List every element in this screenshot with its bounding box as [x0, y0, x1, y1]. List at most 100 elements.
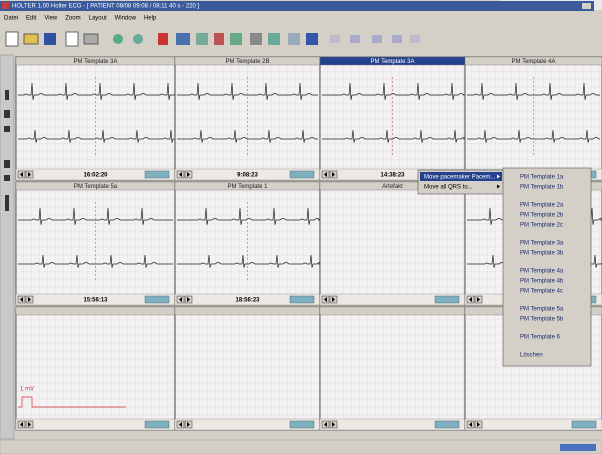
submenu-item[interactable]: PM Template 1a [520, 175, 564, 181]
tool-icon[interactable] [306, 33, 318, 45]
panel-bg [319, 181, 466, 306]
ecg-panel[interactable]: PM Template 5a 15:56:13 [15, 181, 176, 306]
panel-action[interactable] [571, 420, 597, 429]
ecg-trace [177, 129, 318, 143]
tool-icon[interactable] [330, 35, 340, 43]
tool-icon[interactable] [288, 33, 300, 45]
panel-action[interactable] [289, 420, 315, 429]
ecg-panel[interactable]: PM Template 2B 9:08:23 [174, 56, 321, 181]
panel-title: PM Template 3A [74, 59, 118, 65]
submenu-item[interactable]: Löschen [520, 353, 543, 359]
status-bar [0, 439, 602, 454]
submenu-item[interactable]: PM Template 4a [520, 269, 564, 275]
submenu-item[interactable]: PM Template 5a [520, 307, 564, 313]
menu-item[interactable]: Edit [26, 16, 37, 22]
preview-icon[interactable] [65, 31, 79, 47]
menu-item[interactable]: Datei [4, 16, 18, 22]
panel-action[interactable] [144, 295, 170, 304]
nav-arrow [324, 297, 327, 302]
save-icon[interactable] [44, 33, 56, 45]
menu-item[interactable]: Window [115, 16, 137, 22]
nav-arrow [332, 297, 335, 302]
panel-bg [174, 306, 321, 431]
ecg-panel[interactable]: Artefakt [319, 181, 466, 306]
ecg-panel[interactable] [174, 306, 321, 431]
panel-header [174, 306, 321, 316]
tool-icon[interactable] [372, 35, 382, 43]
submenu-item[interactable]: PM Template 2a [520, 203, 564, 209]
ecg-panel[interactable]: 1 mV [15, 306, 176, 431]
submenu-item[interactable]: PM Template 2b [520, 213, 564, 219]
close-button[interactable] [582, 3, 591, 9]
menu-highlight [420, 172, 502, 181]
side-tool[interactable] [4, 175, 10, 181]
panel-action[interactable] [434, 420, 460, 429]
panel-title: PM Template 3A [371, 59, 415, 65]
open-icon[interactable] [23, 33, 39, 45]
context-item[interactable]: Move all QRS to... [424, 185, 473, 191]
panel-action[interactable] [434, 295, 460, 304]
submenu-item[interactable]: PM Template 1b [520, 185, 564, 191]
menu-item[interactable]: View [44, 16, 58, 22]
nav-arrow [28, 297, 31, 302]
ecg-panel[interactable] [319, 306, 466, 431]
tool-icon[interactable] [214, 33, 224, 45]
app-icon [2, 2, 9, 9]
ecg-panel[interactable]: PM Template 4A [464, 56, 602, 181]
tool-icon[interactable] [176, 33, 190, 45]
tool-icon[interactable] [133, 34, 143, 44]
panel-bg [15, 306, 176, 431]
toolbar [0, 26, 602, 52]
context-item[interactable]: Move pacemaker Pacem... [424, 175, 496, 181]
tool-icon[interactable] [350, 35, 360, 43]
submenu-item[interactable]: PM Template 3b [520, 251, 564, 257]
submenu [502, 167, 592, 367]
side-tool[interactable] [4, 110, 10, 118]
panel-action[interactable] [289, 170, 315, 179]
tool-icon[interactable] [250, 33, 262, 45]
submenu-item[interactable]: PM Template 2c [520, 223, 563, 229]
panel-time: 14:38:23 [380, 173, 405, 179]
menu-item[interactable]: Help [144, 16, 157, 22]
panel-action[interactable] [289, 295, 315, 304]
submenu-item[interactable]: PM Template 4c [520, 289, 563, 295]
new-icon[interactable] [5, 31, 19, 47]
title-text: HOLTER 1.00 Holter ECG - [ PATIENT 08/08… [12, 4, 200, 10]
submenu-item[interactable]: PM Template 5b [520, 317, 564, 323]
ecg-trace [18, 207, 173, 225]
panel-action[interactable] [144, 420, 170, 429]
nav-arrow [324, 172, 327, 177]
panel-title: PM Template 1 [228, 184, 269, 190]
ecg-trace [177, 254, 324, 268]
menu-item[interactable]: Zoom [65, 16, 80, 22]
ecg-trace [467, 82, 600, 100]
side-tool[interactable] [5, 195, 9, 211]
tool-icon[interactable] [113, 34, 123, 44]
submenu-item[interactable]: PM Template 4b [520, 279, 564, 285]
submenu-item[interactable]: PM Template 6 [520, 335, 561, 341]
nav-arrow [469, 297, 472, 302]
side-tool[interactable] [4, 126, 10, 132]
print-icon[interactable] [83, 33, 99, 45]
tool-icon[interactable] [392, 35, 402, 43]
ecg-panel[interactable]: PM Template 1 18:56:23 [174, 181, 324, 306]
tool-icon[interactable] [268, 33, 280, 45]
ecg-panel[interactable]: PM Template 3A 14:38:23 [319, 56, 468, 181]
ecg-trace [177, 82, 318, 100]
ecg-trace [467, 129, 600, 143]
ecg-panel[interactable]: PM Template 3A 16:02:20 [15, 56, 184, 181]
tool-icon[interactable] [158, 33, 168, 45]
menu-bg [0, 12, 602, 24]
side-tool[interactable] [5, 90, 9, 100]
panel-action[interactable] [144, 170, 170, 179]
submenu-arrow [497, 174, 500, 179]
tool-icon[interactable] [410, 35, 420, 43]
menu-item[interactable]: Layout [89, 16, 107, 22]
submenu-item[interactable]: PM Template 3a [520, 241, 564, 247]
tool-icon[interactable] [196, 33, 208, 45]
side-tool[interactable] [4, 160, 10, 168]
panel-time: 15:56:13 [83, 298, 108, 304]
tool-icon[interactable] [230, 33, 242, 45]
panel-title: PM Template 5a [74, 184, 118, 190]
